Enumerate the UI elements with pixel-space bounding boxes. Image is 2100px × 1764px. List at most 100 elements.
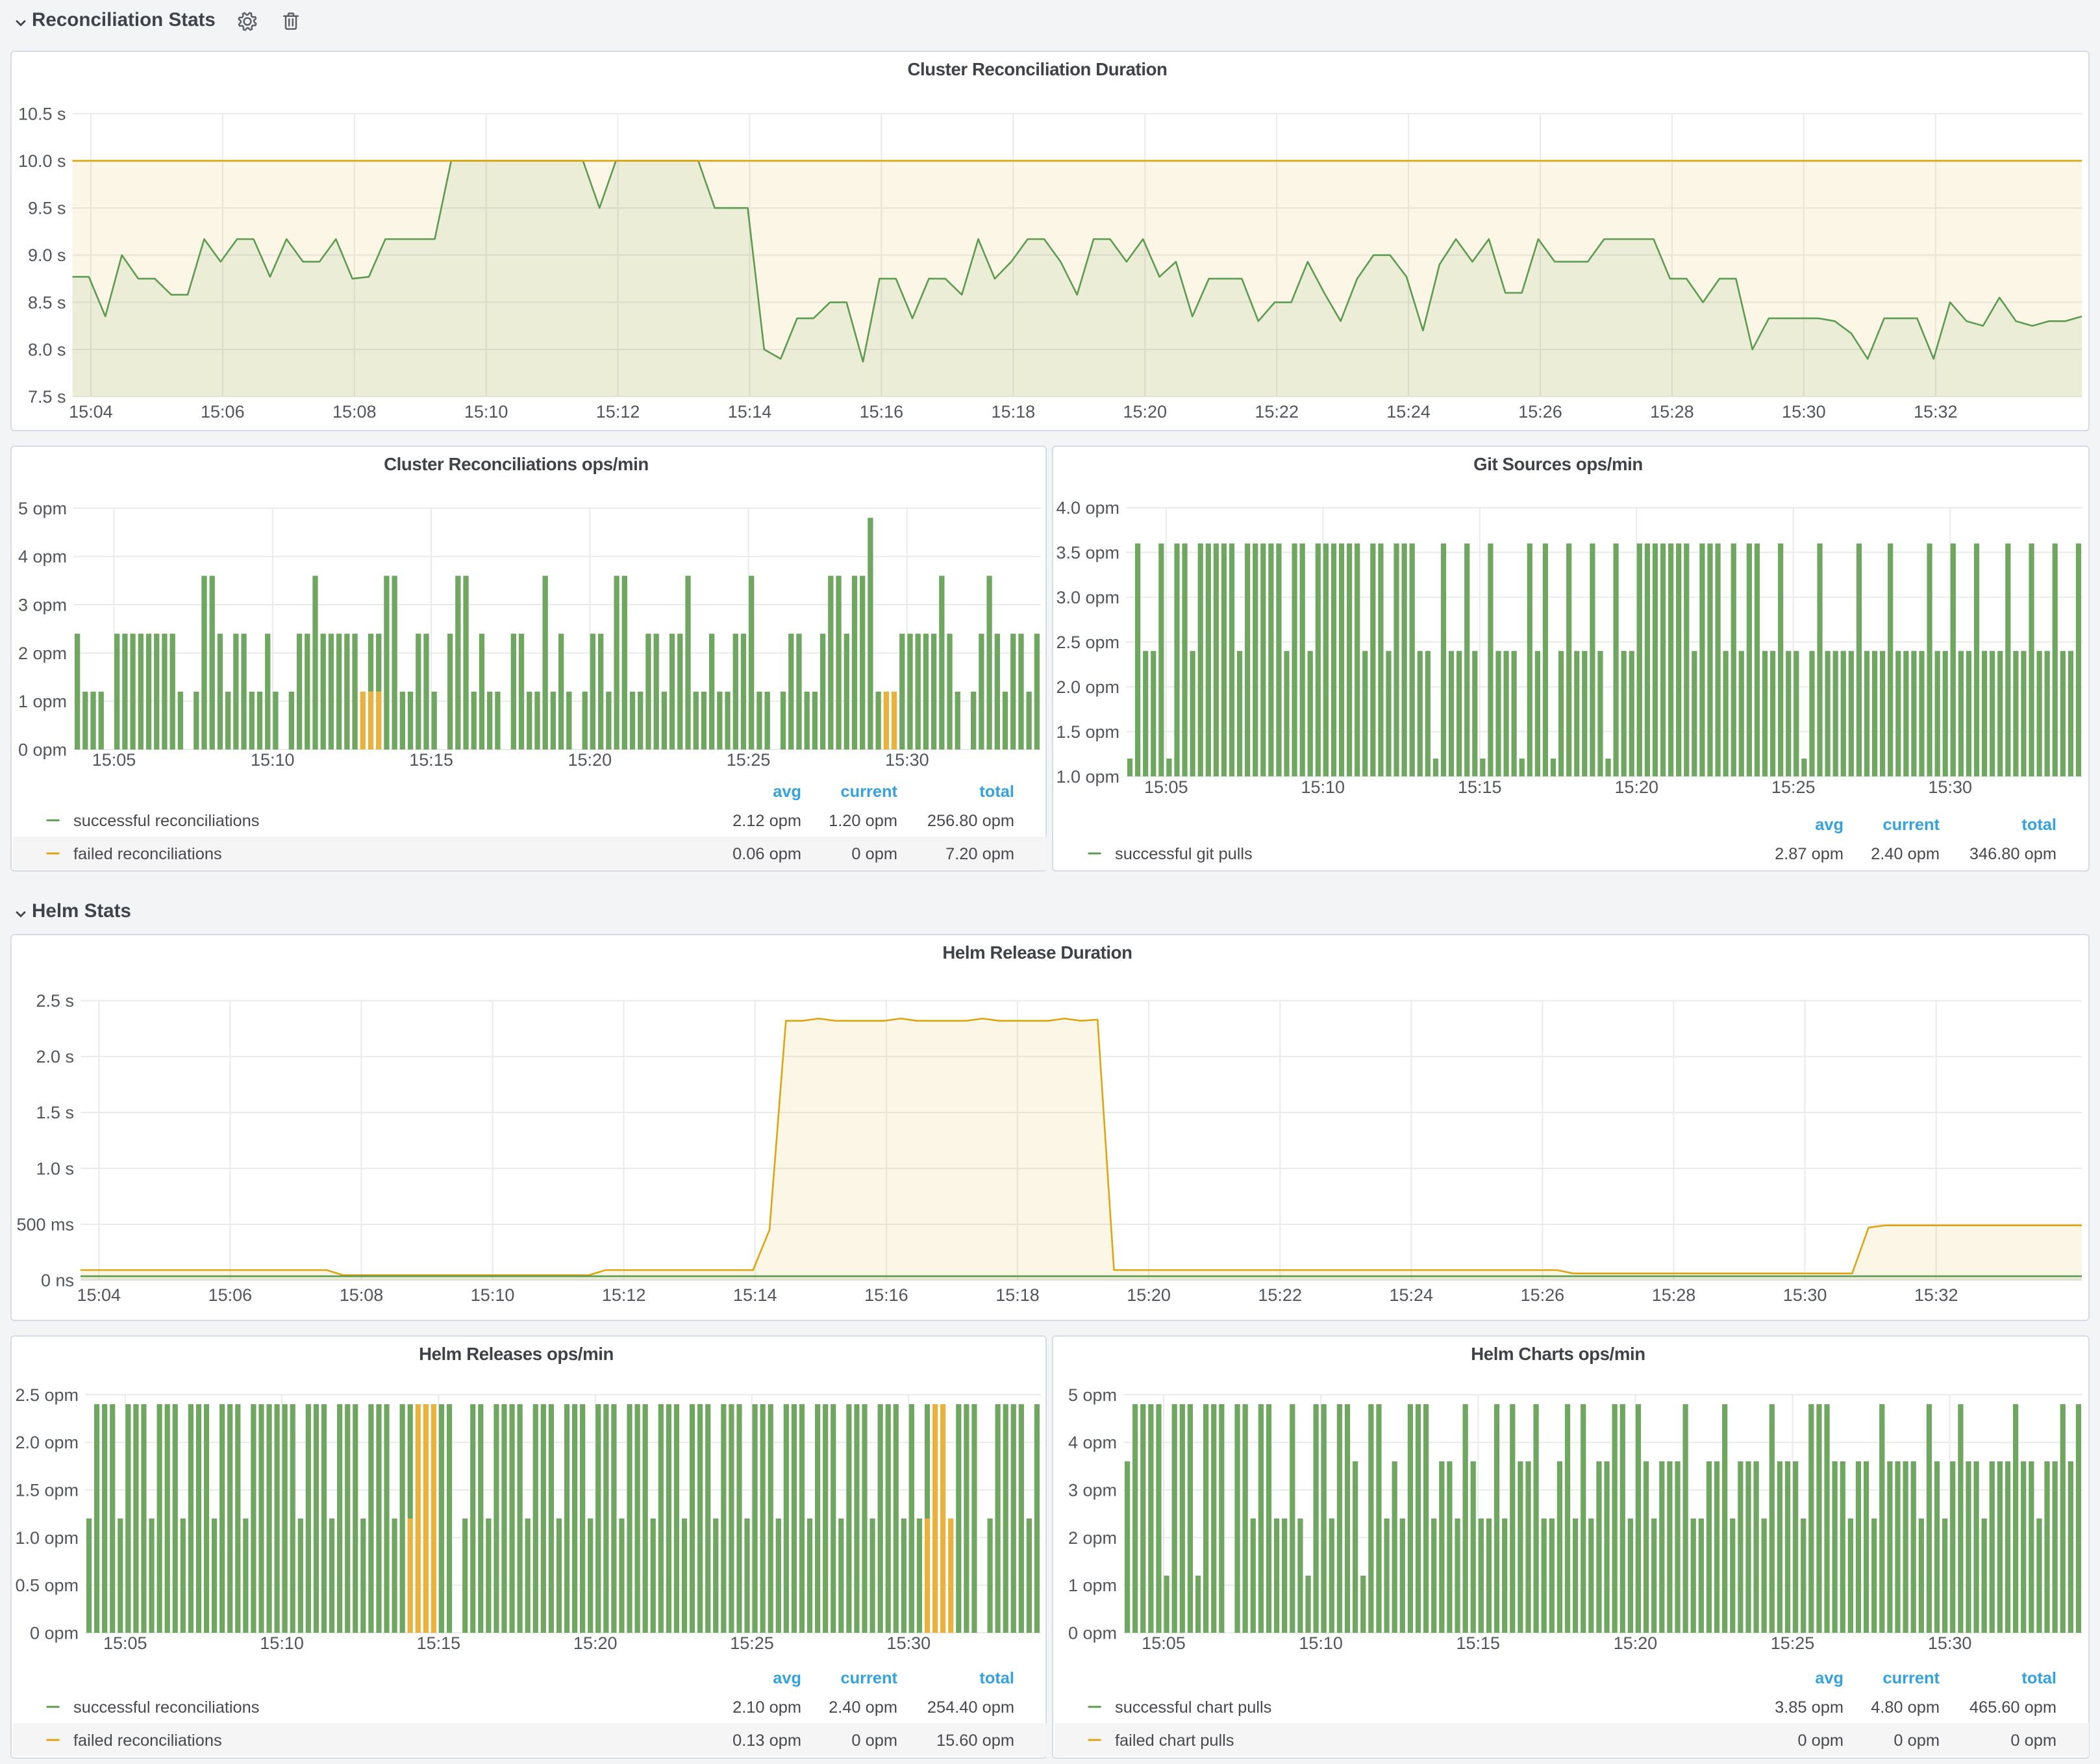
svg-text:15:30: 15:30 <box>1783 1285 1827 1305</box>
svg-text:avg: avg <box>773 782 801 800</box>
svg-text:15:22: 15:22 <box>1258 1285 1302 1305</box>
svg-text:15.60 opm: 15.60 opm <box>936 1732 1014 1750</box>
svg-text:4.80 opm: 4.80 opm <box>1871 1698 1940 1717</box>
svg-text:failed reconciliations: failed reconciliations <box>73 1732 222 1750</box>
svg-text:7.5 s: 7.5 s <box>28 387 66 407</box>
svg-text:2.12 opm: 2.12 opm <box>732 811 801 829</box>
svg-text:15:10: 15:10 <box>251 750 295 769</box>
svg-text:failed reconciliations: failed reconciliations <box>73 844 222 863</box>
svg-text:8.0 s: 8.0 s <box>28 340 66 359</box>
svg-text:avg: avg <box>773 1669 801 1687</box>
svg-text:0 opm: 0 opm <box>1068 1623 1117 1643</box>
svg-text:15:24: 15:24 <box>1389 1285 1433 1305</box>
svg-text:15:08: 15:08 <box>332 402 377 422</box>
svg-text:15:05: 15:05 <box>1142 1633 1186 1653</box>
svg-text:15:20: 15:20 <box>1127 1285 1171 1305</box>
svg-text:346.80 opm: 346.80 opm <box>1969 844 2056 863</box>
svg-text:15:10: 15:10 <box>260 1633 304 1653</box>
svg-text:15:20: 15:20 <box>568 750 612 769</box>
svg-text:2.40 opm: 2.40 opm <box>829 1698 897 1717</box>
svg-text:3 opm: 3 opm <box>18 594 67 614</box>
svg-text:3.85 opm: 3.85 opm <box>1775 1698 1844 1717</box>
svg-text:current: current <box>1883 1669 1940 1687</box>
svg-text:15:16: 15:16 <box>864 1285 908 1305</box>
svg-text:successful reconciliations: successful reconciliations <box>73 1698 259 1717</box>
svg-text:1.0 opm: 1.0 opm <box>15 1528 79 1548</box>
svg-text:0.5 opm: 0.5 opm <box>15 1576 79 1595</box>
svg-text:15:04: 15:04 <box>69 402 113 422</box>
svg-text:2.5 opm: 2.5 opm <box>15 1385 79 1405</box>
svg-text:total: total <box>2021 815 2056 833</box>
svg-text:15:20: 15:20 <box>573 1633 618 1653</box>
svg-text:15:30: 15:30 <box>1928 1633 1972 1653</box>
svg-text:2.10 opm: 2.10 opm <box>732 1698 801 1717</box>
svg-text:9.0 s: 9.0 s <box>28 246 66 265</box>
svg-text:15:15: 15:15 <box>409 750 453 769</box>
svg-text:0 opm: 0 opm <box>1894 1732 1940 1750</box>
svg-text:15:08: 15:08 <box>340 1285 384 1305</box>
svg-text:successful reconciliations: successful reconciliations <box>73 811 259 829</box>
svg-text:15:22: 15:22 <box>1255 402 1299 422</box>
svg-text:15:28: 15:28 <box>1650 402 1694 422</box>
svg-text:256.80 opm: 256.80 opm <box>927 811 1014 829</box>
svg-text:successful chart pulls: successful chart pulls <box>1115 1698 1271 1717</box>
svg-text:4.0 opm: 4.0 opm <box>1056 498 1119 517</box>
svg-text:7.20 opm: 7.20 opm <box>945 844 1014 863</box>
svg-text:15:10: 15:10 <box>464 402 508 422</box>
svg-text:2 opm: 2 opm <box>18 643 67 662</box>
svg-text:1.0 opm: 1.0 opm <box>1056 766 1119 786</box>
svg-text:2.87 opm: 2.87 opm <box>1775 844 1844 863</box>
svg-text:15:16: 15:16 <box>860 402 904 422</box>
svg-text:15:25: 15:25 <box>1771 777 1816 796</box>
svg-text:1.5 opm: 1.5 opm <box>15 1480 79 1500</box>
svg-text:8.5 s: 8.5 s <box>28 293 66 312</box>
svg-text:15:15: 15:15 <box>417 1633 461 1653</box>
svg-text:15:25: 15:25 <box>727 750 771 769</box>
svg-text:15:32: 15:32 <box>1914 402 1958 422</box>
svg-text:10.5 s: 10.5 s <box>18 104 66 123</box>
svg-text:current: current <box>841 1669 898 1687</box>
svg-text:0 opm: 0 opm <box>1797 1732 1844 1750</box>
svg-text:current: current <box>1883 815 1940 833</box>
svg-text:15:15: 15:15 <box>1456 1633 1500 1653</box>
svg-text:15:12: 15:12 <box>596 402 640 422</box>
svg-text:2.40 opm: 2.40 opm <box>1871 844 1940 863</box>
svg-text:2 opm: 2 opm <box>1068 1528 1117 1548</box>
svg-text:15:05: 15:05 <box>92 750 136 769</box>
svg-text:15:06: 15:06 <box>201 402 245 422</box>
svg-text:1.20 opm: 1.20 opm <box>829 811 897 829</box>
svg-text:15:25: 15:25 <box>1771 1633 1815 1653</box>
svg-text:avg: avg <box>1815 815 1844 833</box>
svg-text:2.5 s: 2.5 s <box>36 991 74 1011</box>
svg-text:15:20: 15:20 <box>1614 1633 1658 1653</box>
svg-text:15:05: 15:05 <box>1144 777 1188 796</box>
svg-text:5 opm: 5 opm <box>1068 1385 1117 1405</box>
svg-text:0.13 opm: 0.13 opm <box>732 1732 801 1750</box>
svg-text:15:30: 15:30 <box>1928 777 1972 796</box>
svg-text:3.5 opm: 3.5 opm <box>1056 542 1119 562</box>
svg-text:2.0 opm: 2.0 opm <box>15 1433 79 1452</box>
svg-text:254.40 opm: 254.40 opm <box>927 1698 1014 1717</box>
svg-text:total: total <box>2021 1669 2056 1687</box>
svg-text:15:14: 15:14 <box>728 402 772 422</box>
svg-text:1.5 s: 1.5 s <box>36 1103 74 1122</box>
svg-text:2.0 opm: 2.0 opm <box>1056 677 1119 696</box>
svg-text:15:20: 15:20 <box>1123 402 1167 422</box>
svg-text:0 opm: 0 opm <box>851 1732 897 1750</box>
svg-text:5 opm: 5 opm <box>18 498 67 518</box>
svg-text:1.0 s: 1.0 s <box>36 1159 74 1178</box>
svg-text:15:15: 15:15 <box>1458 777 1502 796</box>
svg-text:10.0 s: 10.0 s <box>18 151 66 171</box>
svg-text:0 opm: 0 opm <box>18 739 67 759</box>
svg-text:15:32: 15:32 <box>1914 1285 1958 1305</box>
svg-text:0 ns: 0 ns <box>41 1270 74 1290</box>
svg-text:3 opm: 3 opm <box>1068 1480 1117 1500</box>
svg-text:avg: avg <box>1815 1669 1844 1687</box>
svg-text:9.5 s: 9.5 s <box>28 199 66 218</box>
svg-text:4 opm: 4 opm <box>1068 1433 1117 1452</box>
svg-text:15:14: 15:14 <box>733 1285 777 1305</box>
svg-text:15:28: 15:28 <box>1652 1285 1696 1305</box>
svg-text:2.5 opm: 2.5 opm <box>1056 632 1119 651</box>
svg-text:1 opm: 1 opm <box>18 691 67 711</box>
svg-text:15:12: 15:12 <box>602 1285 646 1305</box>
